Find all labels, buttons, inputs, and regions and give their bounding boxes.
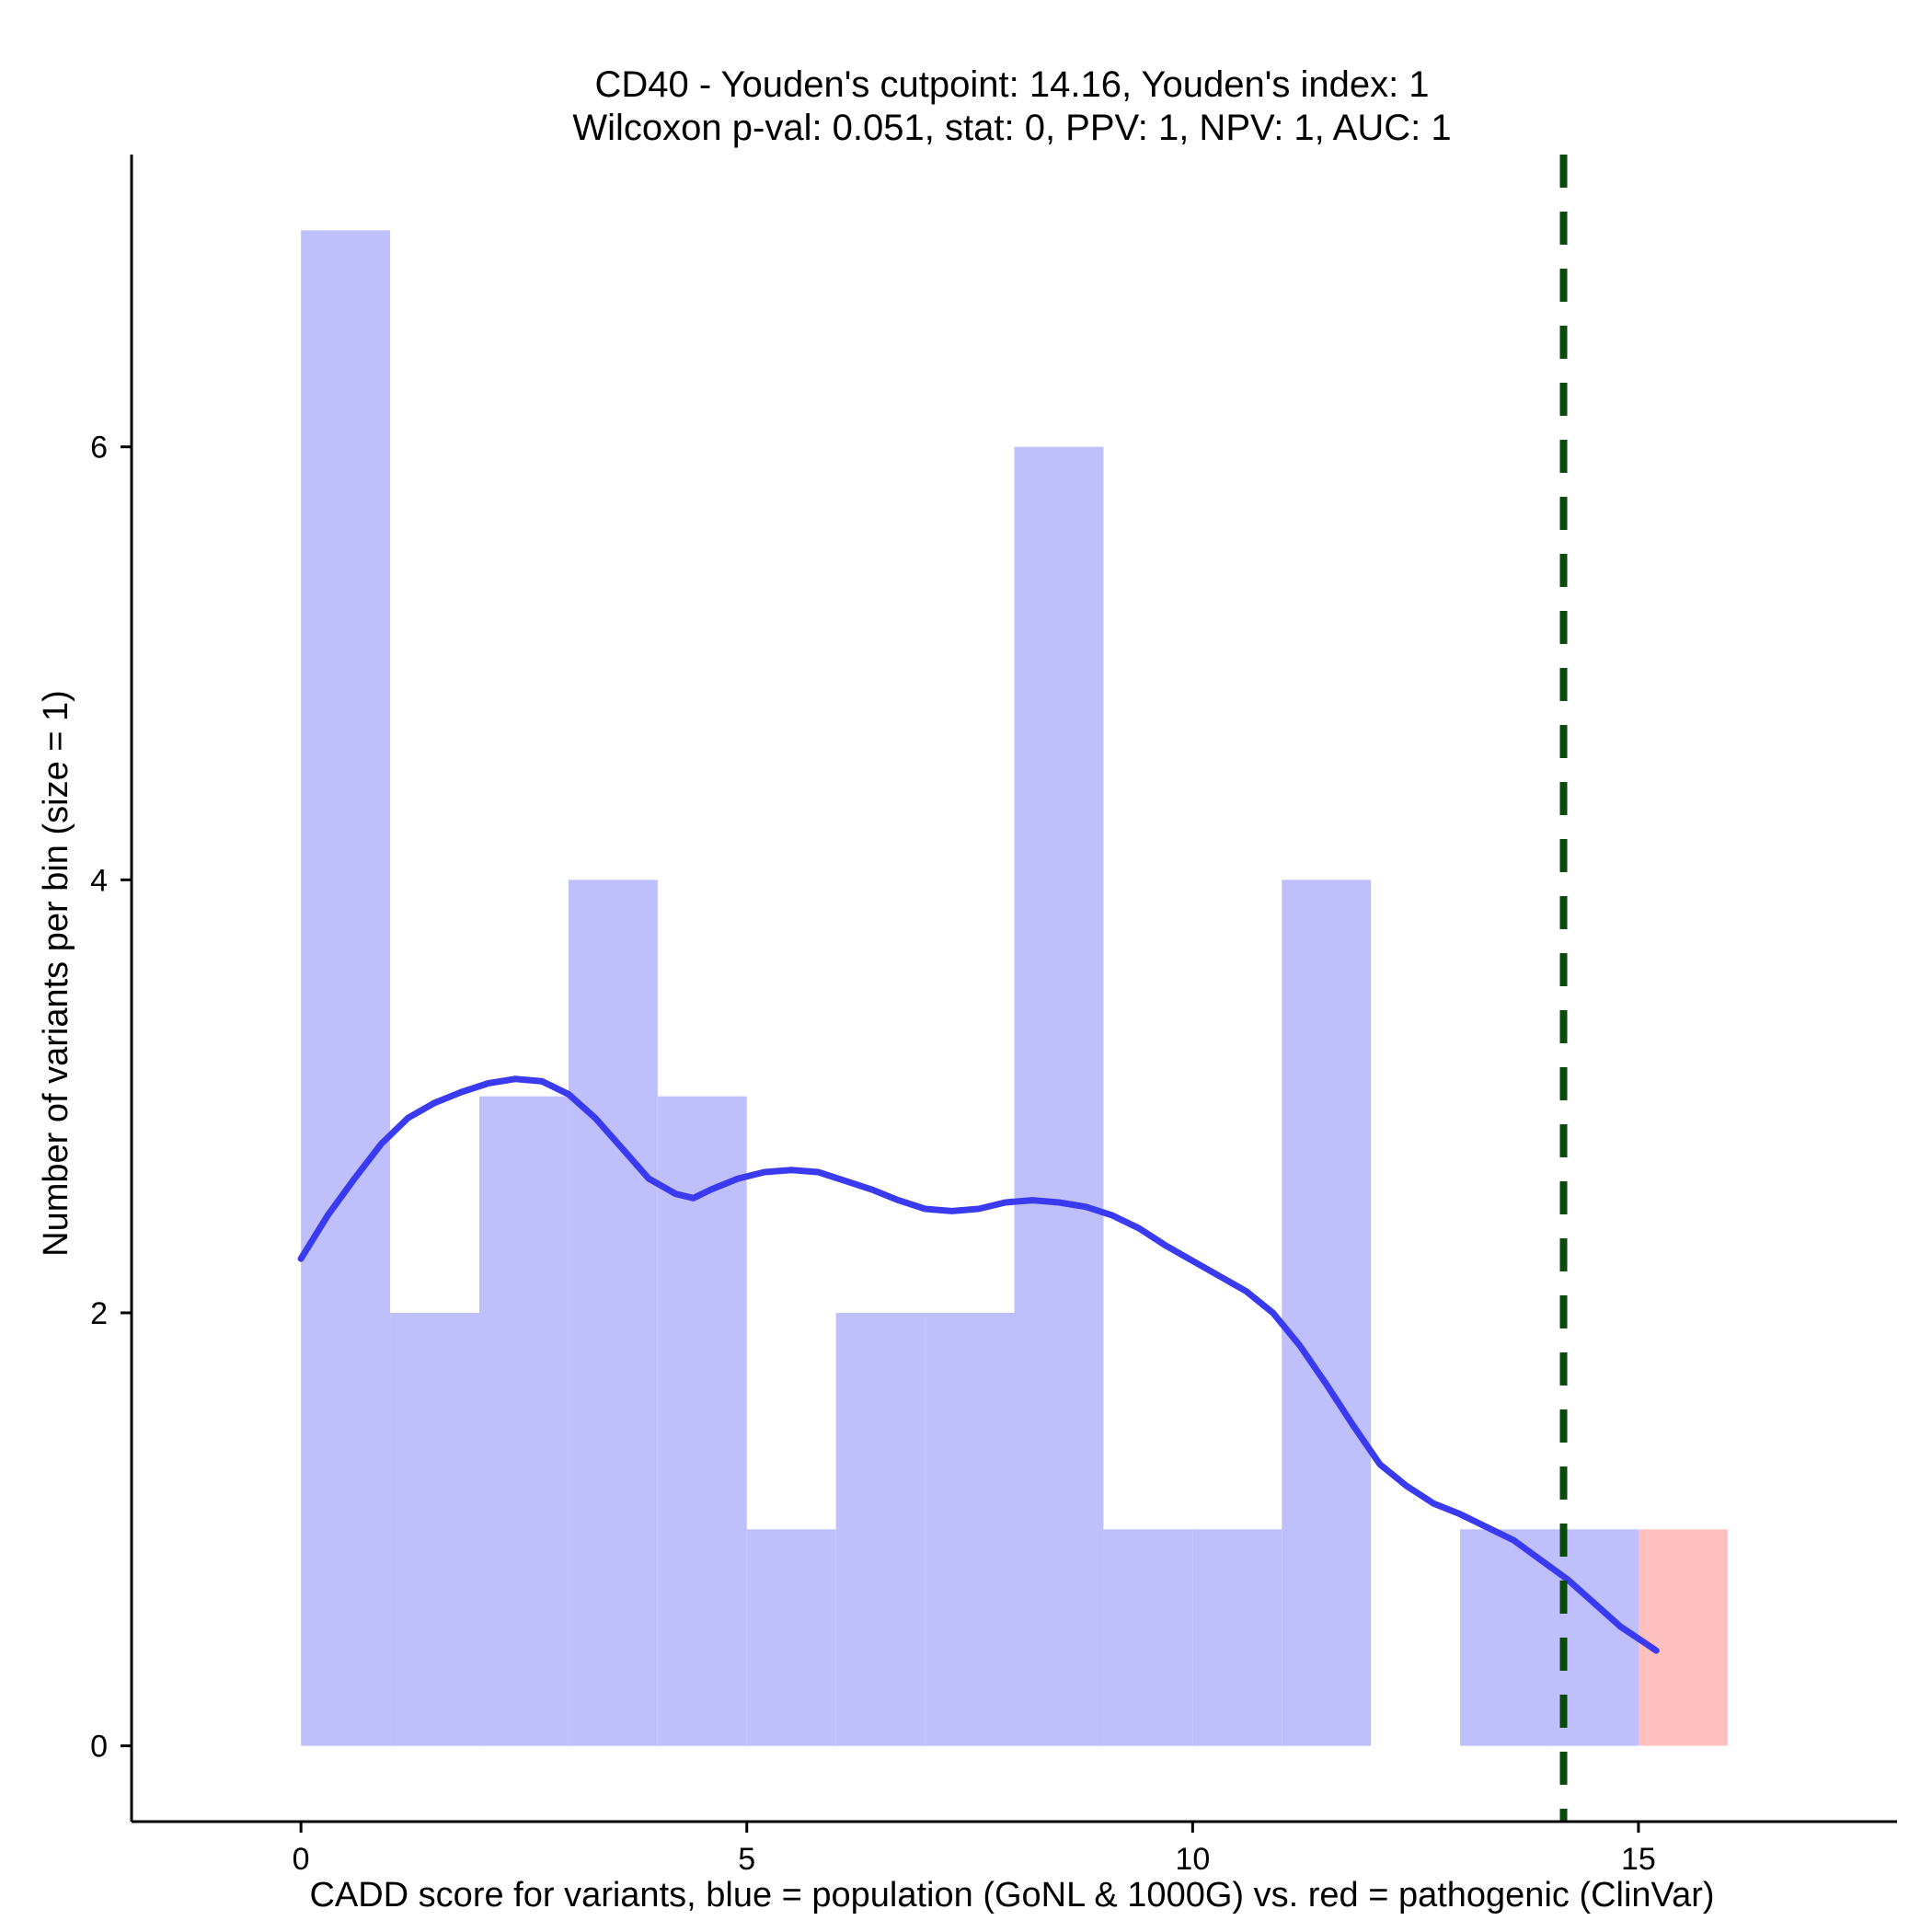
x-tick-label: 10 bbox=[1175, 1842, 1210, 1877]
bar-series-0-bin-8 bbox=[1014, 446, 1104, 1746]
bar-series-0-bin-1 bbox=[390, 1312, 479, 1746]
density-curve bbox=[297, 1075, 1660, 1654]
y-tick-label: 0 bbox=[90, 1730, 108, 1765]
y-tick-label: 4 bbox=[90, 863, 108, 898]
y-axis-label: Number of variants per bin (size = 1) bbox=[37, 690, 75, 1257]
x-tick-label: 5 bbox=[738, 1842, 755, 1877]
x-tick-label: 15 bbox=[1621, 1842, 1656, 1877]
y-axis-ticks: 0 2 4 6 bbox=[90, 431, 132, 1765]
histogram-bars bbox=[301, 230, 1728, 1746]
y-tick-label: 2 bbox=[90, 1296, 108, 1331]
chart-subtitle: Wilcoxon p-val: 0.051, stat: 0, PPV: 1, … bbox=[572, 108, 1451, 148]
bar-series-0-bin-5 bbox=[746, 1529, 836, 1746]
x-tick-label: 0 bbox=[293, 1842, 310, 1877]
bar-series-0-bin-7 bbox=[925, 1312, 1015, 1746]
bar-series-0-bin-4 bbox=[657, 1096, 747, 1746]
x-axis-ticks: 0 5 10 15 bbox=[293, 1822, 1656, 1877]
chart-title: CD40 - Youden's cutpoint: 14.16, Youden'… bbox=[594, 64, 1429, 105]
bar-series-1-bin-0 bbox=[1638, 1529, 1728, 1746]
bar-series-0-bin-3 bbox=[568, 880, 658, 1746]
y-tick-label: 6 bbox=[90, 431, 108, 466]
x-axis-label: CADD score for variants, blue = populati… bbox=[309, 1876, 1714, 1915]
bar-series-0-bin-13 bbox=[1460, 1529, 1550, 1746]
bar-series-0-bin-2 bbox=[478, 1096, 569, 1746]
bar-series-0-bin-11 bbox=[1282, 880, 1372, 1746]
bar-series-0-bin-9 bbox=[1103, 1529, 1193, 1746]
bar-series-0-bin-6 bbox=[835, 1312, 926, 1746]
bar-series-0-bin-0 bbox=[301, 230, 391, 1746]
bar-series-0-bin-10 bbox=[1192, 1529, 1282, 1746]
